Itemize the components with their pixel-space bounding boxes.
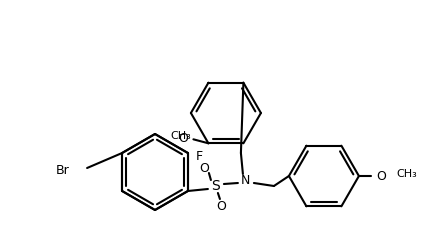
Text: O: O [216, 199, 226, 213]
Text: Br: Br [56, 164, 69, 177]
Text: S: S [211, 179, 220, 193]
Text: O: O [178, 132, 188, 145]
Text: CH₃: CH₃ [396, 169, 417, 179]
Text: N: N [241, 174, 250, 188]
Text: CH₃: CH₃ [171, 131, 191, 141]
Text: F: F [196, 150, 203, 164]
Text: O: O [199, 162, 209, 174]
Text: O: O [376, 169, 386, 183]
